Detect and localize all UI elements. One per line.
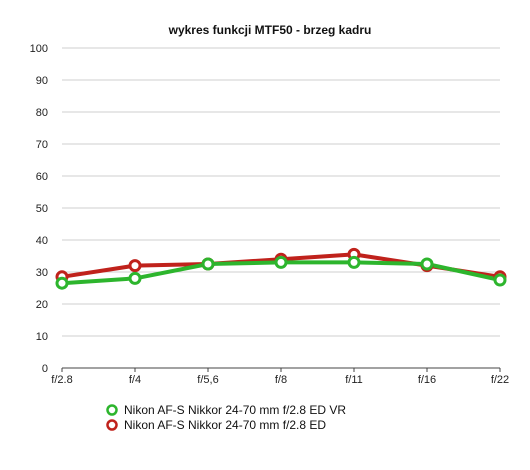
data-point-s0-0 <box>55 276 69 290</box>
x-tick-label: f/2.8 <box>51 374 72 386</box>
y-tick-label: 60 <box>36 171 48 183</box>
legend-label-0: Nikon AF-S Nikkor 24-70 mm f/2.8 ED VR <box>124 403 346 417</box>
x-tick-label: f/5,6 <box>197 374 218 386</box>
y-tick-label: 80 <box>36 107 48 119</box>
axes: 0 10 20 30 40 50 60 70 80 90 100 f/2.8 f/4 f/5,6 f/8 f/… <box>30 43 510 386</box>
data-point-s0-2 <box>201 257 215 271</box>
data-point-s1-1 <box>128 259 142 273</box>
data-point-s0-5 <box>420 257 434 271</box>
data-points <box>55 247 507 290</box>
y-tick-label: 0 <box>42 363 48 375</box>
x-tick-label: f/22 <box>491 374 509 386</box>
data-point-s0-1 <box>128 271 142 285</box>
legend-marker-0 <box>106 404 118 416</box>
y-tick-label: 40 <box>36 235 48 247</box>
legend: Nikon AF-S Nikkor 24-70 mm f/2.8 ED VRNi… <box>106 403 346 432</box>
x-tick-label: f/4 <box>129 374 141 386</box>
data-point-s0-4 <box>347 255 361 269</box>
y-tick-label: 20 <box>36 299 48 311</box>
chart-title: wykres funkcji MTF50 - brzeg kadru <box>168 23 372 37</box>
legend-label-1: Nikon AF-S Nikkor 24-70 mm f/2.8 ED <box>124 418 326 432</box>
data-point-s0-6 <box>493 273 507 287</box>
y-tick-label: 10 <box>36 331 48 343</box>
y-tick-label: 90 <box>36 75 48 87</box>
grid-lines <box>62 47 500 337</box>
data-point-s0-3 <box>274 255 288 269</box>
y-tick-label: 100 <box>30 43 48 55</box>
y-tick-label: 70 <box>36 139 48 151</box>
x-tick-label: f/16 <box>418 374 436 386</box>
x-tick-label: f/8 <box>275 374 287 386</box>
x-tick-label: f/11 <box>345 374 363 386</box>
legend-marker-1 <box>106 419 118 431</box>
y-tick-label: 30 <box>36 267 48 279</box>
y-tick-label: 50 <box>36 203 48 215</box>
